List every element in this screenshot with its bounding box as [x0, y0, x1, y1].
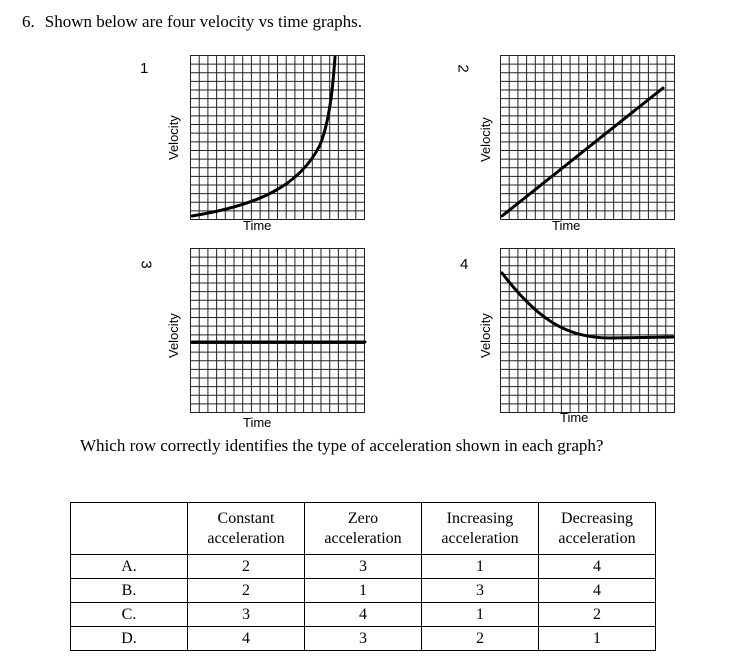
table-cell: 2 [421, 626, 539, 651]
answer-table: Constant acceleration Zero acceleration In… [70, 502, 656, 651]
header-constant-acceleration: Constant acceleration [187, 502, 305, 555]
header-zero-acceleration: Zero acceleration [304, 502, 422, 555]
table-cell: 1 [421, 602, 539, 627]
graph-4-plot [500, 248, 675, 413]
table-cell: 2 [538, 602, 656, 627]
graph-4-ylabel: Velocity [478, 313, 493, 358]
graph-3-xlabel: Time [243, 415, 272, 430]
graph-1-number: 1 [140, 60, 149, 77]
graph-1-curve [190, 55, 337, 218]
table-cell: 4 [304, 602, 422, 627]
graph-3-ylabel: Velocity [166, 313, 181, 358]
question-text: Shown below are four velocity vs time gr… [44, 12, 363, 31]
table-cell: 4 [538, 554, 656, 579]
answer-row-c[interactable]: C. 3 4 1 2 [70, 602, 656, 627]
graph-3-number: 3 [137, 260, 155, 269]
answer-table-header-row: Constant acceleration Zero acceleration In… [70, 502, 656, 555]
graph-2-curve [500, 86, 665, 218]
table-cell: 2 [187, 578, 305, 603]
answer-row-a[interactable]: A. 2 3 1 4 [70, 554, 656, 579]
graph-2-xlabel: Time [552, 218, 581, 233]
table-cell: 4 [538, 578, 656, 603]
header-decreasing-acceleration: Decreasing acceleration [538, 502, 656, 555]
graph-1-xlabel: Time [243, 218, 272, 233]
graph-1-plot [190, 55, 365, 220]
graph-4-xlabel: Time [560, 410, 589, 425]
graph-1-ylabel: Velocity [166, 115, 181, 160]
question-stem: 6. Shown below are four velocity vs time … [22, 12, 362, 32]
question-number: 6. [22, 12, 35, 31]
table-cell: 1 [538, 626, 656, 651]
graph-4-curve [500, 271, 675, 340]
row-label: C. [70, 602, 188, 627]
table-cell: 3 [187, 602, 305, 627]
table-cell: 1 [421, 554, 539, 579]
table-cell: 3 [304, 554, 422, 579]
row-label: A. [70, 554, 188, 579]
table-cell: 4 [187, 626, 305, 651]
table-cell: 3 [304, 626, 422, 651]
table-cell: 3 [421, 578, 539, 603]
graph-2-ylabel: Velocity [478, 117, 493, 162]
graph-2-number: 2 [454, 64, 472, 73]
question-prompt: Which row correctly identifies the type … [80, 436, 604, 455]
row-label: D. [70, 626, 188, 651]
table-cell: 1 [304, 578, 422, 603]
header-cell-blank [70, 502, 188, 555]
answer-row-d[interactable]: D. 4 3 2 1 [70, 626, 656, 651]
graph-3-plot [190, 248, 367, 413]
table-cell: 2 [187, 554, 305, 579]
answer-row-b[interactable]: B. 2 1 3 4 [70, 578, 656, 603]
graph-2-plot [500, 55, 675, 220]
graph-4-number: 4 [460, 256, 469, 273]
row-label: B. [70, 578, 188, 603]
header-increasing-acceleration: Increasing acceleration [421, 502, 539, 555]
